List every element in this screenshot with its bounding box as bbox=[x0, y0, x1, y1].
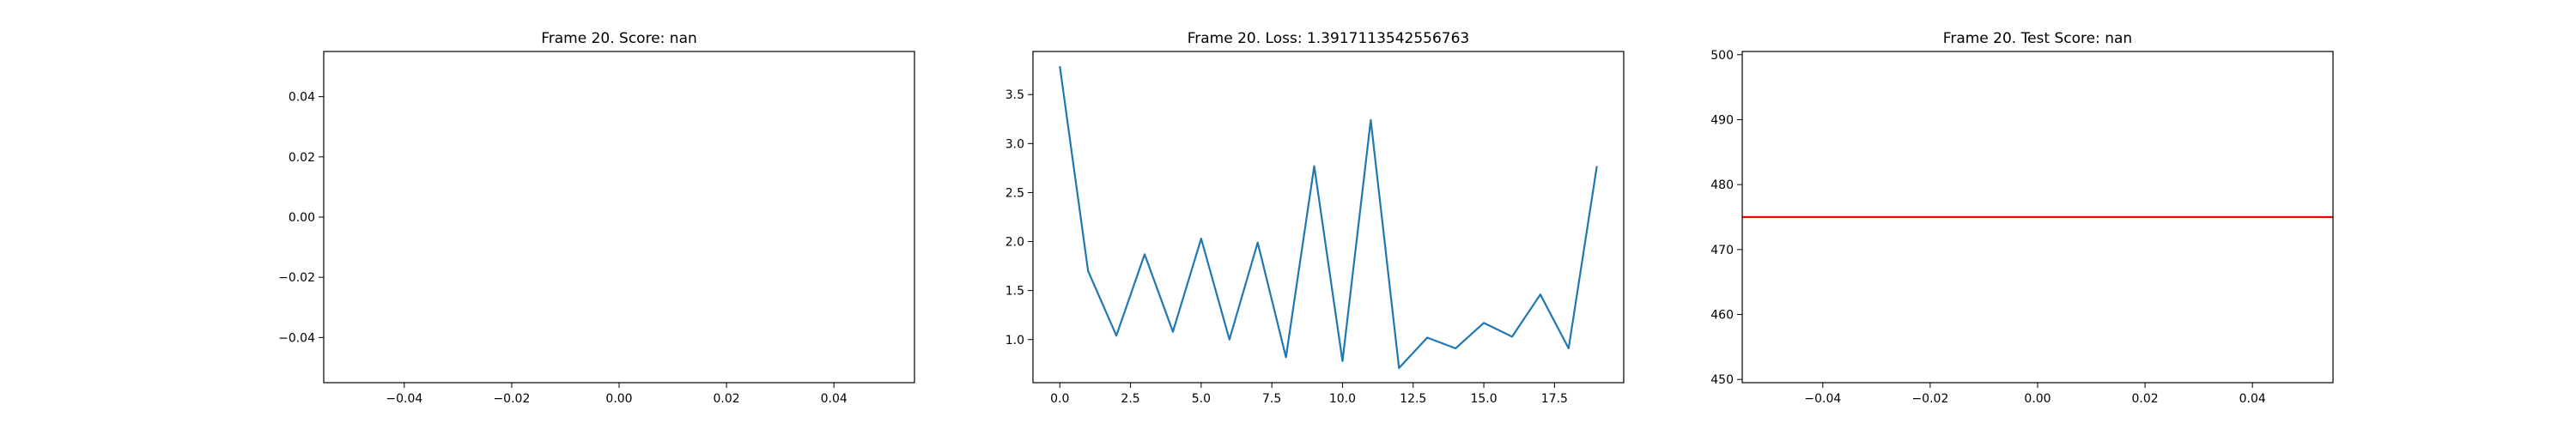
test-score-chart-title: Frame 20. Test Score: nan bbox=[1943, 30, 2132, 47]
score-y-tick-label-1: 0.02 bbox=[289, 151, 315, 165]
test-score-x-tick-label-1: −0.02 bbox=[1911, 392, 1948, 406]
loss-x-tick-label-2: 5.0 bbox=[1192, 392, 1211, 406]
loss-x-tick-label-5: 12.5 bbox=[1400, 392, 1426, 406]
loss-x-tick-label-7: 17.5 bbox=[1541, 392, 1568, 406]
test-score-y-tick-label-4: 490 bbox=[1710, 113, 1734, 127]
loss-y-tick-label-4: 3.0 bbox=[1005, 137, 1024, 151]
test-score-y-tick-label-2: 470 bbox=[1710, 244, 1734, 257]
loss-chart-title: Frame 20. Loss: 1.3917113542556763 bbox=[1188, 30, 1470, 47]
loss-series-line-0 bbox=[1059, 65, 1598, 369]
test-score-x-tick-label-2: 0.00 bbox=[2024, 392, 2050, 406]
loss-x-tick-label-6: 15.0 bbox=[1470, 392, 1497, 406]
test-score-y-tick-label-5: 500 bbox=[1710, 49, 1734, 63]
loss-y-tick-label-3: 2.5 bbox=[1005, 186, 1024, 200]
loss-x-tick-label-4: 10.0 bbox=[1329, 392, 1356, 406]
loss-x-tick-label-1: 2.5 bbox=[1121, 392, 1139, 406]
loss-panel: Frame 20. Loss: 1.3917113542556763 0.0 2.… bbox=[1005, 30, 1625, 406]
loss-plot-area bbox=[1059, 65, 1598, 369]
score-x-tick-label-0: −0.04 bbox=[386, 392, 422, 406]
loss-y-tick-label-5: 3.5 bbox=[1005, 88, 1024, 102]
loss-x-tick-label-3: 7.5 bbox=[1262, 392, 1281, 406]
loss-y-tick-label-1: 1.5 bbox=[1005, 285, 1024, 299]
test-score-x-tick-label-0: −0.04 bbox=[1804, 392, 1841, 406]
test-score-axis-ticks: −0.04 −0.02 0.00 0.02 0.04 450 460 470 480 490 500 bbox=[1710, 49, 2266, 406]
test-score-y-tick-label-0: 450 bbox=[1710, 373, 1734, 387]
test-score-y-tick-label-3: 480 bbox=[1710, 178, 1734, 192]
score-x-tick-label-2: 0.00 bbox=[605, 392, 632, 406]
loss-y-tick-label-0: 1.0 bbox=[1005, 334, 1024, 347]
score-y-tick-label-3: −0.02 bbox=[278, 271, 315, 285]
test-score-y-tick-label-1: 460 bbox=[1710, 309, 1734, 323]
loss-x-tick-label-0: 0.0 bbox=[1050, 392, 1069, 406]
loss-axes-frame bbox=[1032, 51, 1625, 384]
loss-y-tick-label-2: 2.0 bbox=[1005, 236, 1024, 250]
test-score-x-tick-label-3: 0.02 bbox=[2132, 392, 2159, 406]
score-x-tick-label-3: 0.02 bbox=[714, 392, 740, 406]
score-x-tick-label-1: −0.02 bbox=[493, 392, 530, 406]
score-y-tick-label-0: 0.04 bbox=[289, 91, 315, 105]
score-axis-ticks: −0.04 −0.02 0.00 0.02 0.04 0.04 0.02 0.00 −0.02 −… bbox=[278, 91, 848, 406]
score-chart-title: Frame 20. Score: nan bbox=[541, 30, 697, 47]
score-x-tick-label-4: 0.04 bbox=[821, 392, 848, 406]
score-y-tick-label-2: 0.00 bbox=[289, 211, 315, 225]
test-score-x-tick-label-4: 0.04 bbox=[2239, 392, 2266, 406]
loss-axis-ticks: 0.0 2.5 5.0 7.5 10.0 12.5 15.0 17.5 1.0 1.5 2.0 2.5… bbox=[1005, 88, 1568, 406]
score-y-tick-label-4: −0.04 bbox=[278, 331, 315, 345]
score-panel: Frame 20. Score: nan −0.04 −0.02 0.00 0.02 0… bbox=[278, 30, 915, 406]
test-score-panel: Frame 20. Test Score: nan −0.04 −0.02 0.00… bbox=[1710, 30, 2334, 406]
